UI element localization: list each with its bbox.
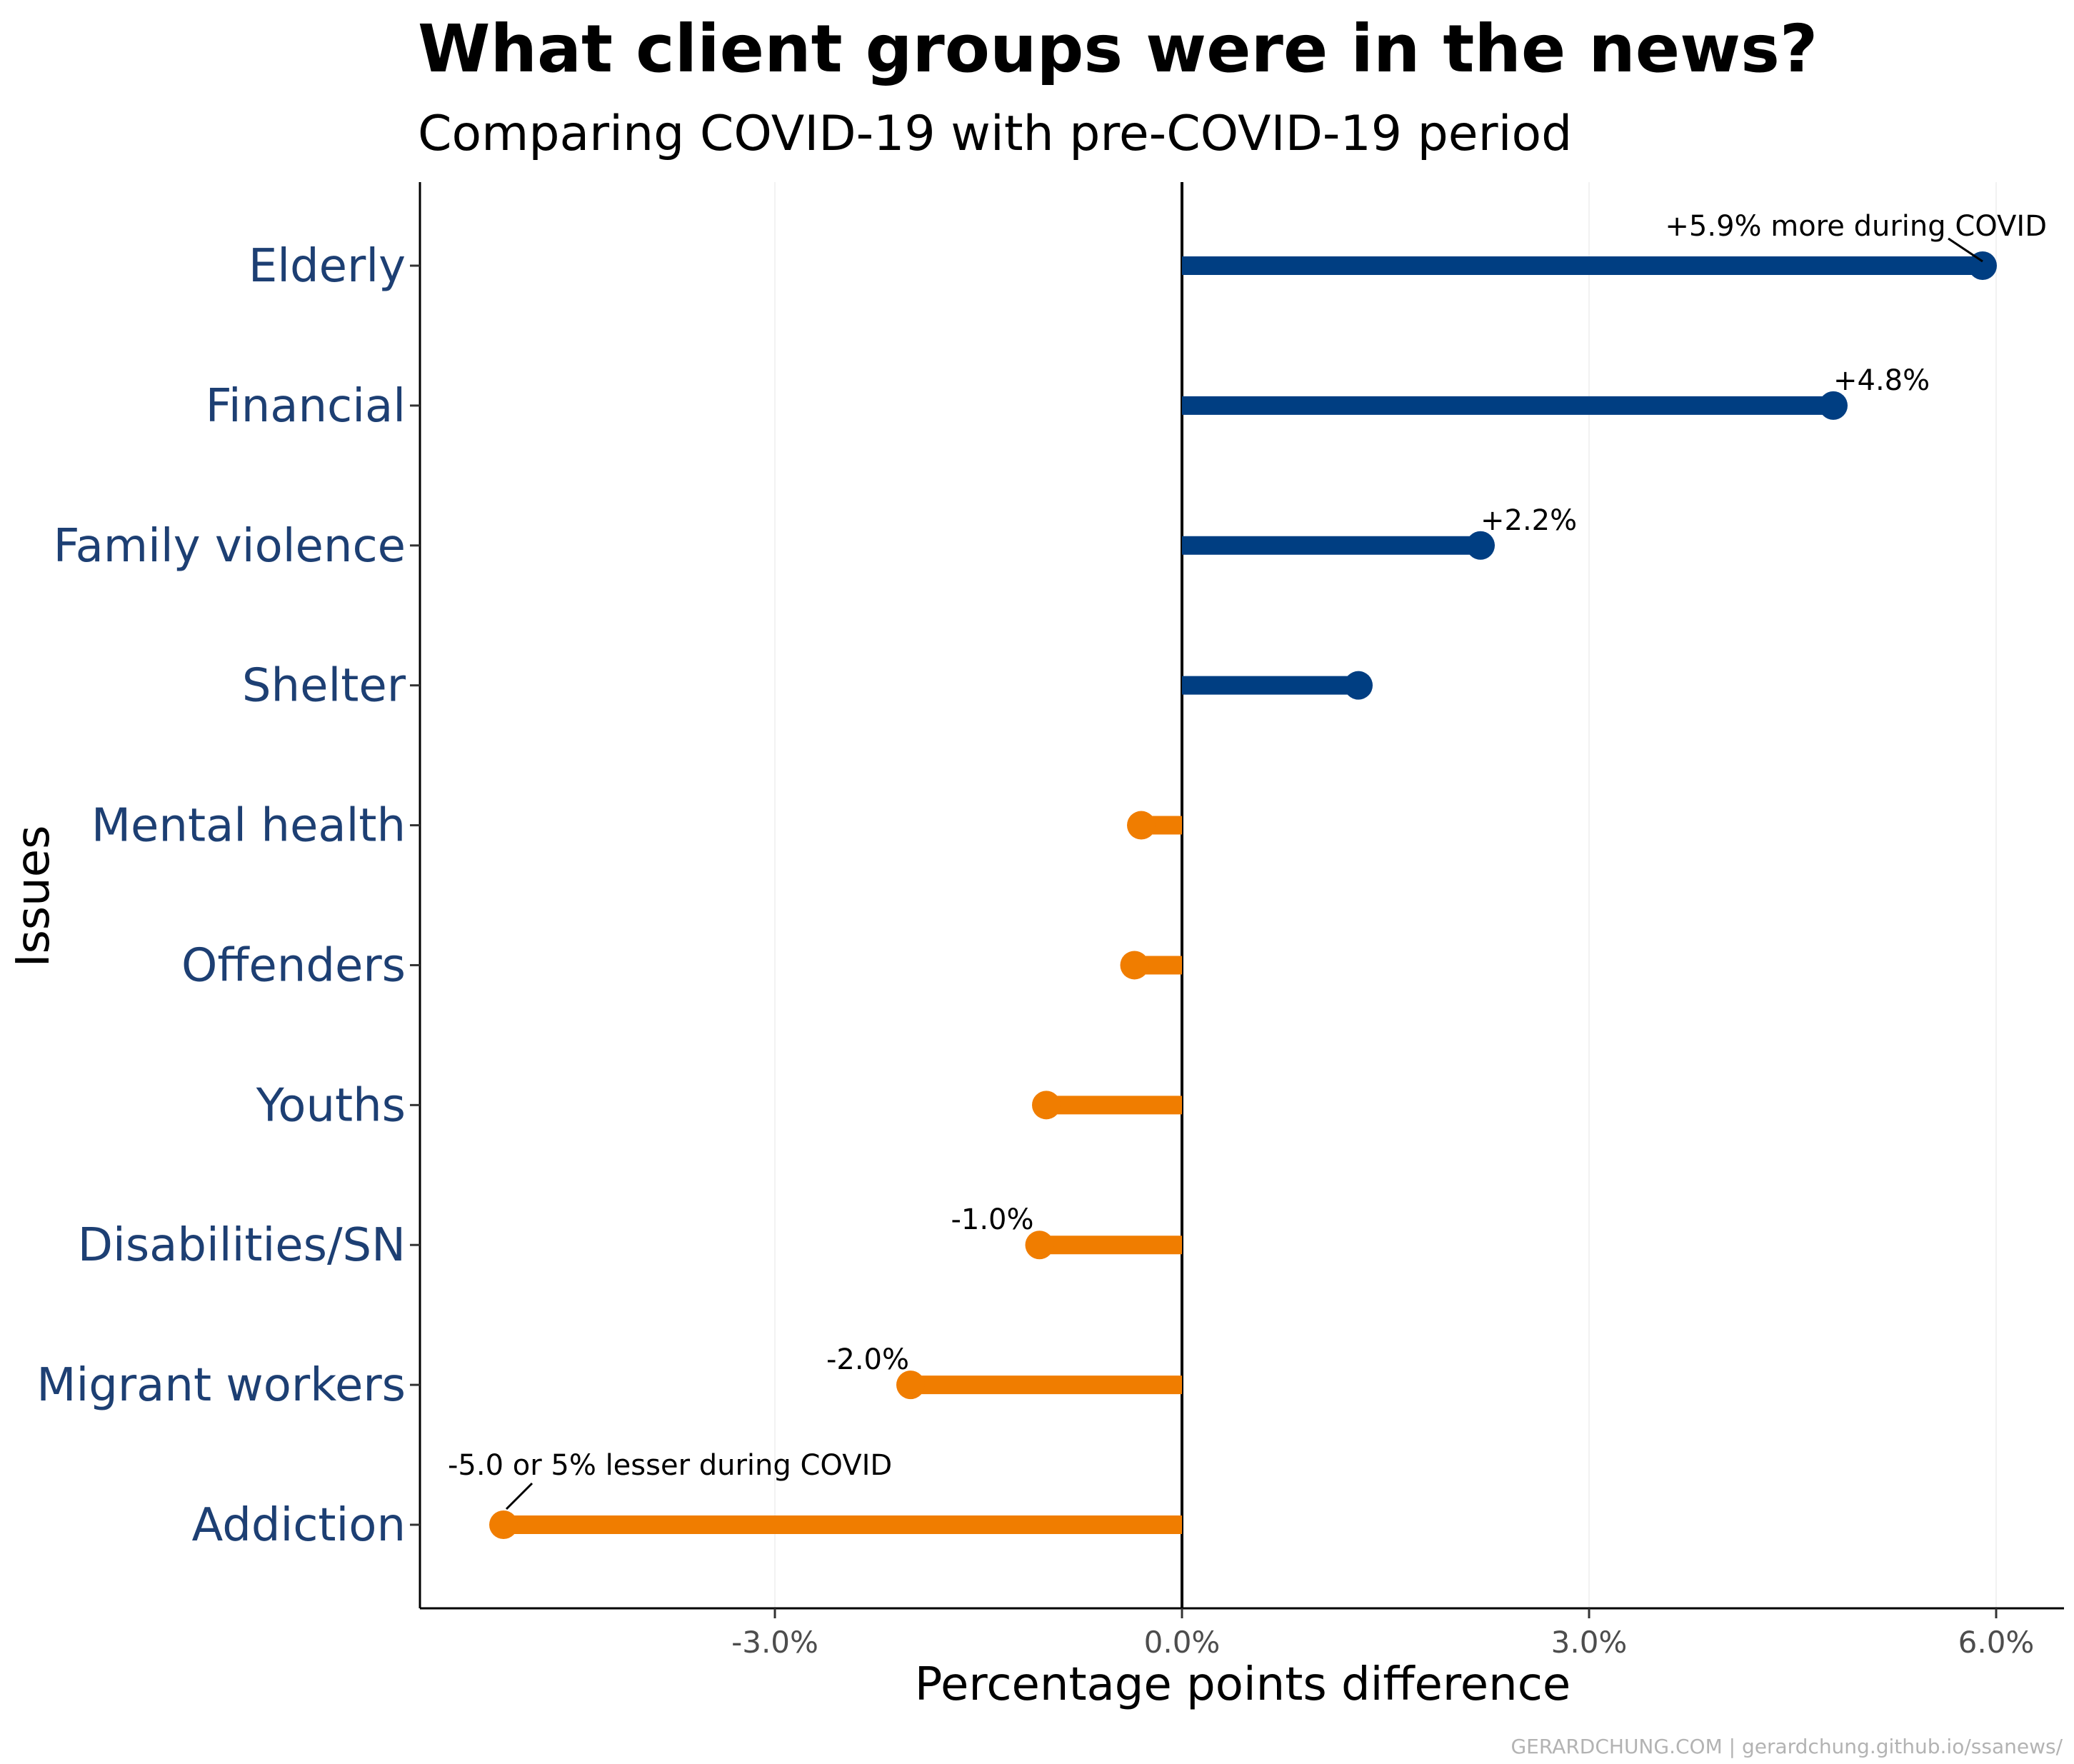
data-annotation: +5.9% more during COVID [1665,210,2047,243]
annotation-leader [505,1482,533,1510]
x-tick-label: 0.0% [1144,1625,1221,1660]
x-axis-title: Percentage points difference [915,1658,1571,1711]
category-label: Financial [206,380,406,433]
annotation-leader [1948,237,1983,263]
lollipop-dot [1968,251,1997,280]
category-label: Offenders [181,939,406,992]
lollipop-dot [1466,531,1495,560]
category-label: Family violence [54,520,406,573]
lollipop-dot [1120,951,1149,980]
lollipop-dot [1344,671,1373,700]
lollipop-dot [896,1370,925,1400]
caption: GERARDCHUNG.COM | gerardchung.github.io/… [1511,1735,2063,1758]
category-label: Youths [256,1079,406,1132]
category-label: Migrant workers [36,1359,406,1412]
lollipop-dot [1127,811,1156,840]
lollipop-dot [1025,1231,1054,1260]
x-tick-label: 6.0% [1958,1625,2035,1660]
data-annotation: -5.0 or 5% lesser during COVID [448,1449,892,1482]
plot-area: -3.0% 0.0% 3.0% 6.0% Elderly Financial Family … [36,182,2064,1660]
data-annotation: -2.0% [826,1343,909,1376]
data-annotation: -1.0% [951,1203,1033,1236]
x-tick-label: -3.0% [731,1625,818,1660]
x-tick-label: 3.0% [1551,1625,1628,1660]
category-label: Shelter [242,660,406,713]
category-label: Addiction [192,1499,406,1552]
lollipop-dot [1032,1091,1061,1120]
chart-subtitle: Comparing COVID-19 with pre-COVID-19 per… [418,106,1572,162]
lollipop-dot [1819,391,1848,420]
category-label: Mental health [91,800,406,853]
data-annotation: +2.2% [1481,504,1577,537]
category-label: Elderly [249,240,406,293]
chart-title: What client groups were in the news? [418,11,1818,87]
lollipop-dot [489,1510,518,1539]
data-annotation: +4.8% [1833,364,1930,397]
category-label: Disabilities/SN [78,1219,406,1272]
y-axis-title: Issues [7,826,60,968]
